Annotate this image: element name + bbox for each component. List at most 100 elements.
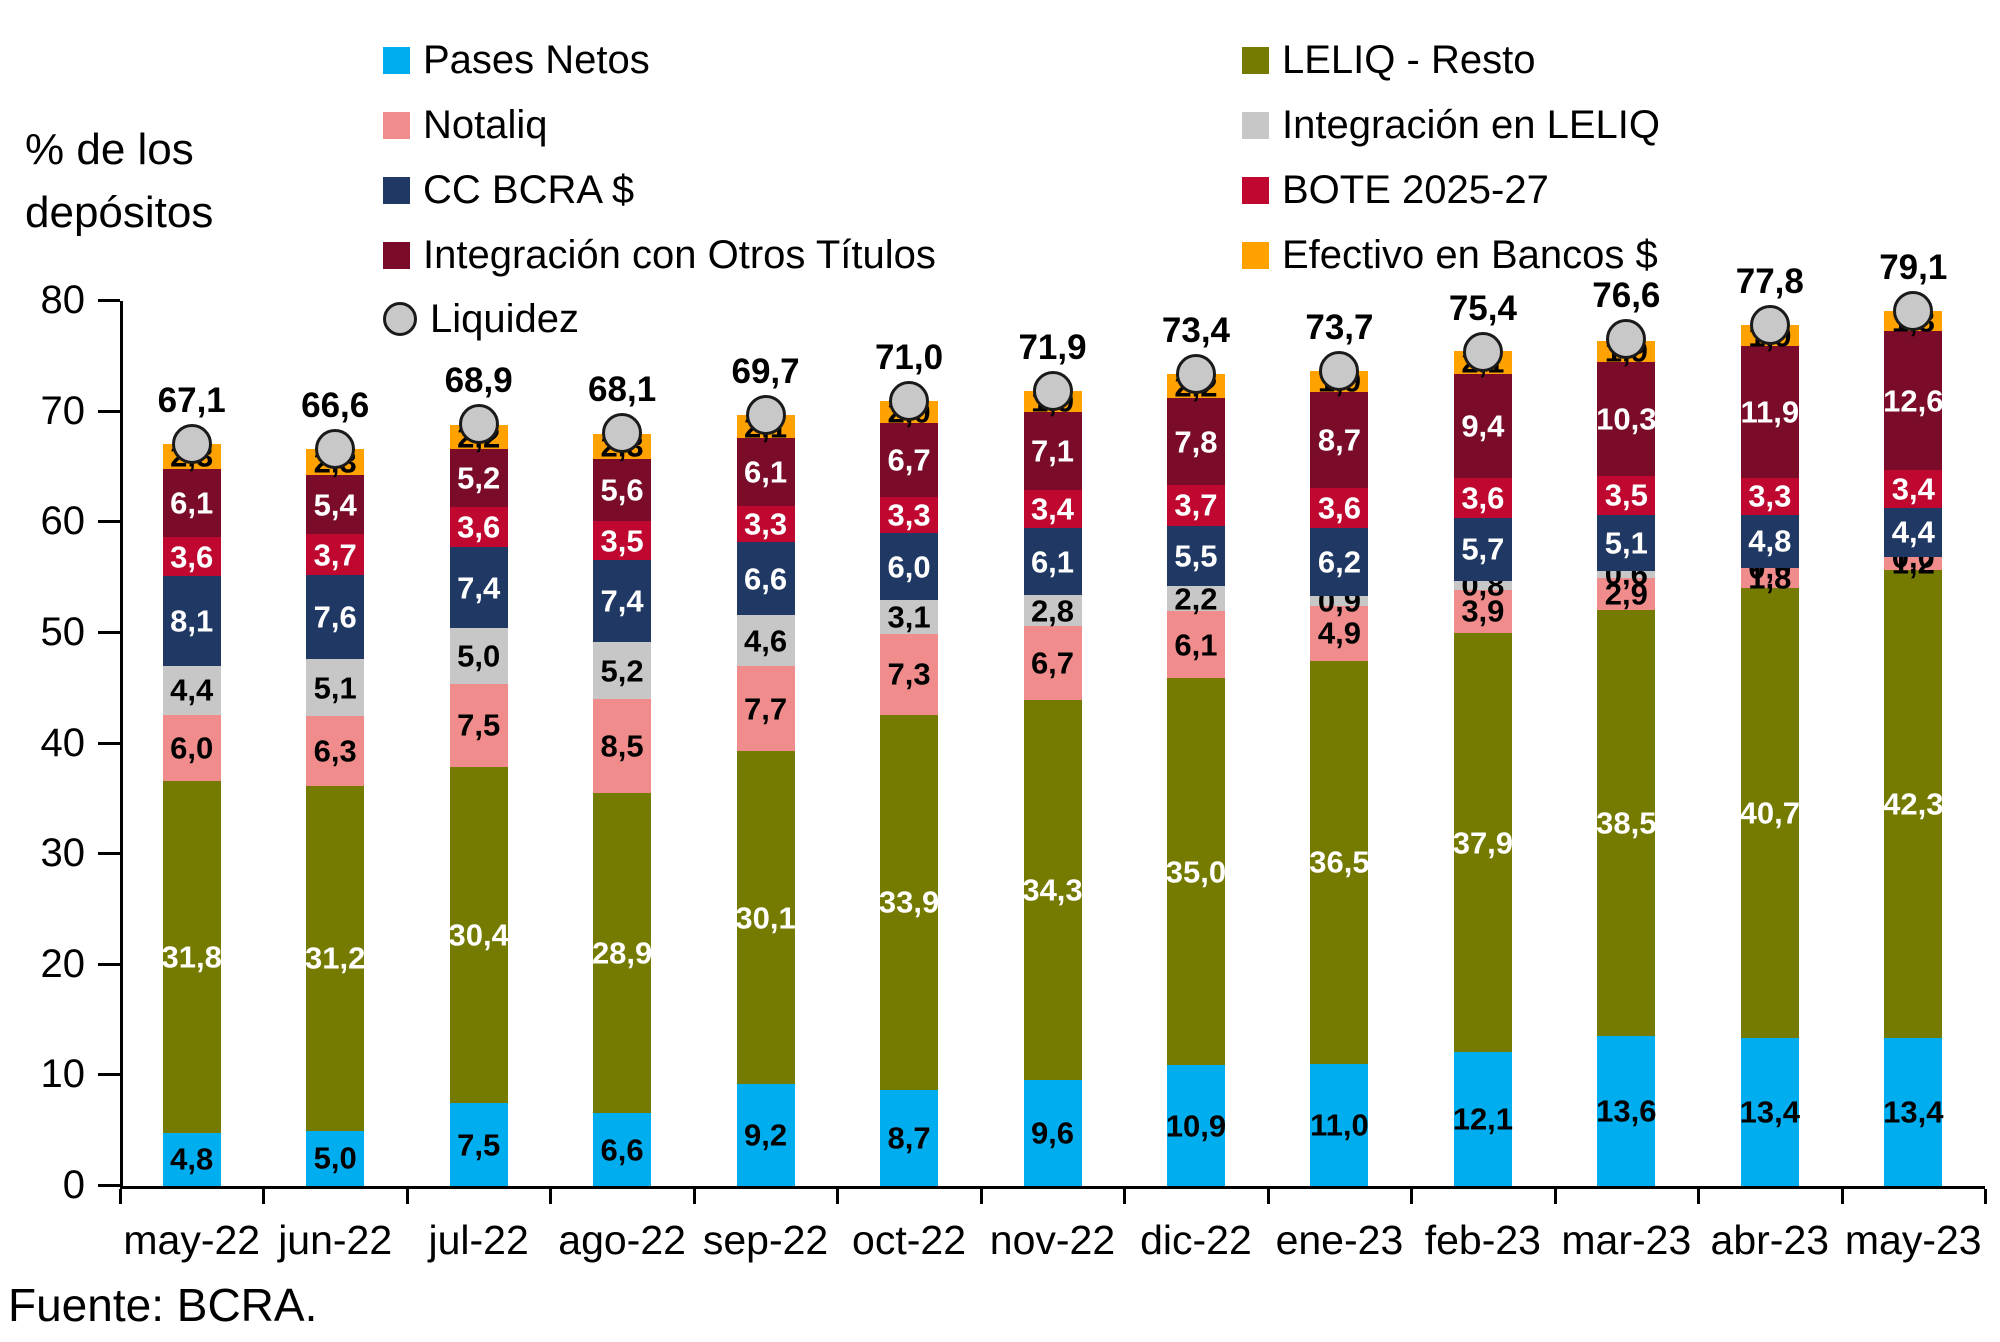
bar-segment-bote-2025-27	[1023, 490, 1082, 528]
bar-segment-label: 6,2	[1317, 544, 1361, 580]
bar-segment-label: 35,0	[1165, 854, 1227, 890]
legend-swatch-icon	[383, 111, 410, 139]
bar-segment-label: 7,1	[1030, 433, 1075, 469]
legend-label: Efectivo en Bancos $	[1282, 232, 1658, 277]
x-axis-label: nov-22	[989, 1217, 1116, 1263]
bar-segment-label: 10,3	[1596, 401, 1657, 437]
bar-segment-label: 5,5	[1174, 538, 1218, 574]
total-label: 67,1	[157, 380, 226, 420]
total-label: 68,1	[588, 369, 657, 409]
total-label: 79,1	[1879, 247, 1948, 287]
bar-segment-label: 5,1	[313, 670, 357, 706]
bar-segment-bote-2025-27	[162, 536, 221, 577]
legend-item-pases-netos: Pases Netos	[383, 38, 650, 82]
y-axis-tick-label: 0	[62, 1163, 85, 1207]
bar-segment-integracion-con-otros-titulos	[162, 469, 221, 537]
bar-segment-notaliq	[880, 634, 939, 715]
bar-segment-cc-bcra	[880, 533, 939, 600]
bar-segment-integracion-en-leliq	[880, 599, 939, 634]
bar-segment-pases-netos	[880, 1089, 939, 1186]
bar-segment-label: 11,9	[1740, 394, 1800, 430]
legend-label: Liquidez	[430, 296, 580, 341]
legend-item-integracion-en-leliq: Integración en LELIQ	[1242, 103, 1660, 147]
bar-segment-leliq-resto	[1453, 632, 1512, 1053]
bar-segment-label: 6,1	[1030, 544, 1075, 580]
bar-segment-integracion-con-otros-titulos	[1166, 398, 1225, 485]
bar-segment-label: 6,1	[1174, 627, 1218, 662]
liquidez-circle-swatch-icon	[383, 302, 417, 336]
bar-segment-cc-bcra	[1310, 527, 1369, 597]
legend-label: CC BCRA $	[423, 167, 635, 212]
bar-segment-pases-netos	[449, 1103, 508, 1186]
liquidez-marker	[1606, 318, 1647, 359]
bar-segment-label: 6,1	[744, 454, 788, 490]
bar-segment-label: 6,0	[170, 730, 214, 766]
y-axis-tick	[98, 520, 120, 524]
bar-segment-label: 33,9	[878, 884, 940, 920]
bar-segment-notaliq	[1166, 610, 1225, 679]
bar-segment-integracion-con-otros-titulos	[306, 474, 365, 535]
bar-segment-label: 12,6	[1883, 383, 1944, 419]
legend-label: BOTE 2025-27	[1282, 167, 1549, 212]
total-label: 69,7	[731, 351, 800, 391]
liquidez-marker	[602, 412, 643, 453]
bar-segment-notaliq	[1740, 567, 1799, 588]
y-axis-tick	[98, 299, 120, 302]
bar-segment-label: 7,4	[600, 583, 644, 619]
bar-segment-pases-netos	[1740, 1037, 1799, 1186]
legend-item-bote-2025-27: BOTE 2025-27	[1242, 168, 1549, 212]
bar-segment-leliq-resto	[162, 781, 221, 1133]
bar-segment-leliq-resto	[880, 714, 939, 1090]
liquidez-marker	[1462, 331, 1503, 372]
total-label: 73,4	[1161, 311, 1231, 351]
x-axis-label: ago-22	[558, 1217, 686, 1263]
bar-segment-label: 3,4	[1891, 471, 1935, 507]
bar-segment-integracion-con-otros-titulos	[1453, 374, 1512, 478]
bar-segment-integracion-con-otros-titulos	[1740, 346, 1799, 478]
bar-segment-label: 3,5	[600, 523, 644, 559]
bar-segment-integracion-en-leliq	[1453, 580, 1512, 590]
total-label: 71,9	[1018, 327, 1087, 367]
bar-segment-label: 2,8	[1030, 593, 1075, 629]
total-label: 71,0	[874, 337, 944, 377]
bar-segment-notaliq	[593, 699, 652, 794]
legend-swatch-icon	[1242, 241, 1269, 269]
bar-segment-label: 5,6	[600, 472, 644, 508]
bar-segment-label: 7,3	[887, 656, 931, 692]
bar-segment-label: 31,8	[161, 939, 222, 975]
bar-segment-bote-2025-27	[880, 496, 939, 534]
bar-segment-label: 2,9	[1604, 576, 1648, 612]
bar-segment-label: 6,6	[744, 561, 788, 597]
bar-segment-notaliq	[306, 715, 365, 786]
bar-segment-pases-netos	[1310, 1064, 1369, 1186]
legend-label: Notaliq	[423, 102, 548, 147]
bar-segment-label: 5,2	[457, 460, 501, 496]
legend-item-efectivo-en-bancos: Efectivo en Bancos $	[1242, 233, 1658, 277]
bar-segment-label: 6,3	[313, 733, 357, 769]
bar-segment-pases-netos	[162, 1132, 221, 1186]
bar-segment-bote-2025-27	[306, 534, 365, 576]
bar-segment-label: 3,7	[1174, 487, 1218, 523]
bar-segment-label: 4,9	[1317, 615, 1361, 651]
bar-segment-pases-netos	[1453, 1052, 1512, 1186]
x-axis-tick	[119, 1189, 122, 1204]
bar-segment-label: 30,1	[735, 900, 796, 936]
bar-segment-bote-2025-27	[1884, 470, 1943, 508]
bar-segment-label: 3,5	[1604, 477, 1648, 513]
bar-segment-integracion-en-leliq	[1023, 595, 1082, 627]
bar-segment-notaliq	[162, 714, 221, 782]
liquidez-marker	[1175, 354, 1216, 395]
x-axis-tick	[262, 1189, 266, 1204]
bar-segment-label: 3,9	[1461, 593, 1505, 629]
bar-segment-pases-netos	[593, 1113, 652, 1186]
total-label: 68,9	[444, 360, 513, 400]
legend-swatch-icon	[383, 176, 410, 204]
bar-segment-label: 4,4	[1891, 514, 1935, 550]
bar-segment-leliq-resto	[306, 785, 365, 1131]
bar-segment-label: 4,6	[744, 623, 788, 659]
x-axis-tick	[1410, 1189, 1414, 1204]
bar-segment-label: 9,2	[744, 1117, 788, 1153]
y-axis-tick-label: 30	[40, 831, 86, 876]
bar-segment-notaliq	[1023, 626, 1082, 701]
bar-segment-label: 4,4	[170, 672, 214, 708]
